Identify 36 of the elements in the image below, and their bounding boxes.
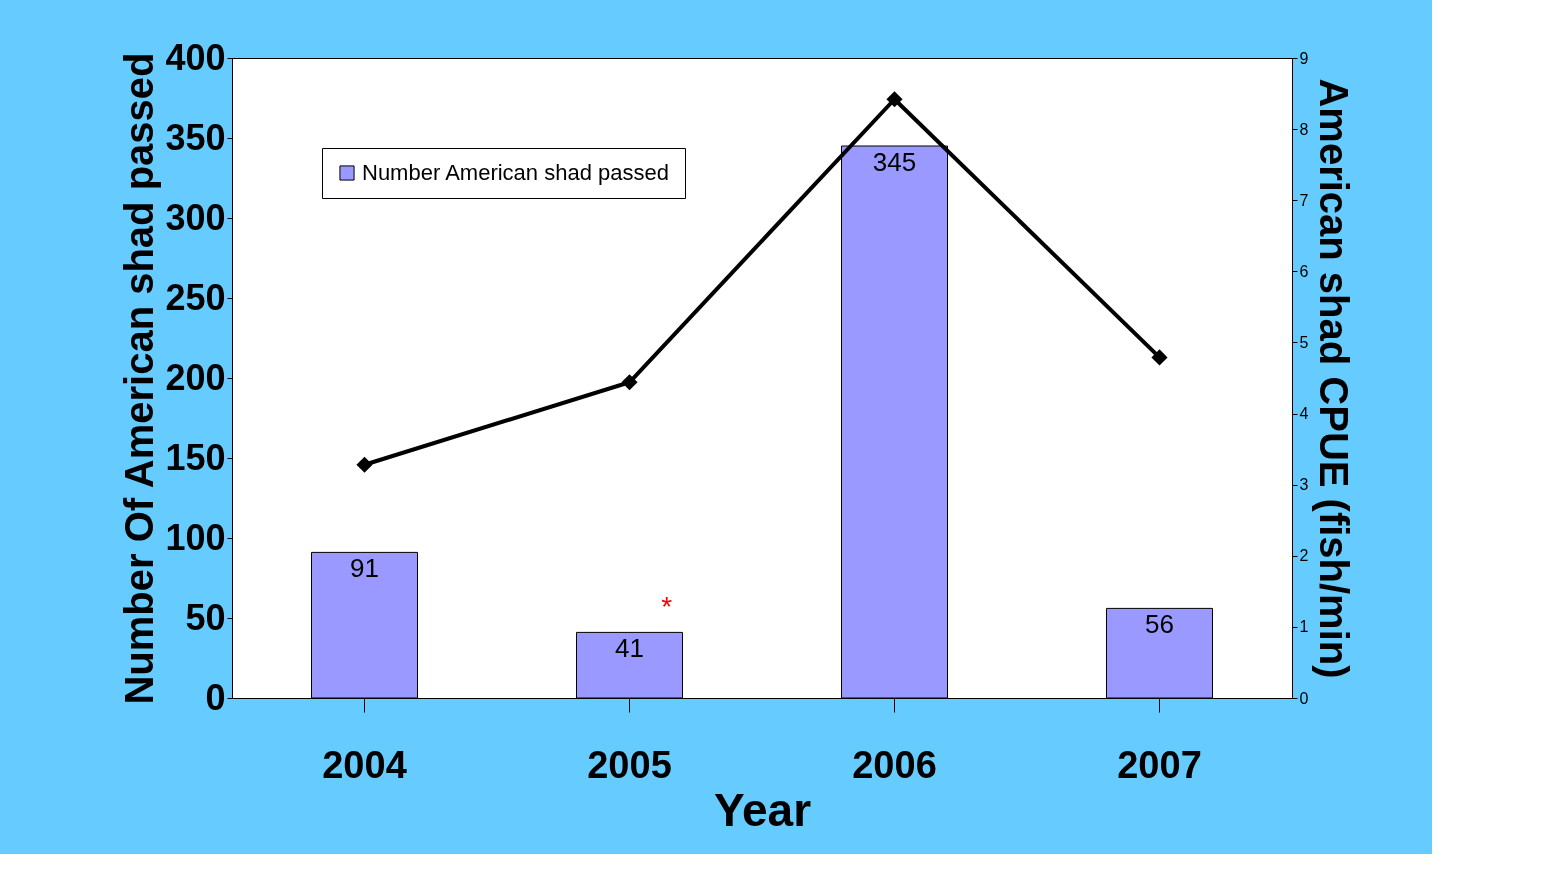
x-axis-title: Year xyxy=(713,783,812,836)
y-tick-label: 300 xyxy=(165,196,226,238)
data-label: 41 xyxy=(615,633,644,664)
y-tick-label: 250 xyxy=(165,276,226,318)
annotation: * xyxy=(661,591,673,623)
y-tick-label: 400 xyxy=(165,36,226,78)
y2-tick-label: 6 xyxy=(1299,262,1309,280)
data-label: 56 xyxy=(1145,609,1174,640)
x-tick-label: 2004 xyxy=(322,743,407,786)
data-label: 91 xyxy=(350,553,379,584)
y-tick-label: 100 xyxy=(165,516,226,558)
x-tick-label: 2006 xyxy=(852,743,937,786)
y-tick-label: 150 xyxy=(165,436,226,478)
y2-tick-label: 2 xyxy=(1299,547,1309,565)
point xyxy=(356,456,373,473)
x-tick-label: 2005 xyxy=(587,743,672,786)
point xyxy=(886,91,903,108)
point xyxy=(1151,349,1168,366)
y-axis-title: Number Of American shad passed xyxy=(117,52,162,705)
y2-tick-label: 8 xyxy=(1299,120,1309,138)
legend-label: Number American shad passed xyxy=(362,160,669,185)
y2-tick-label: 7 xyxy=(1299,191,1309,209)
y-tick-label: 200 xyxy=(165,356,226,398)
point xyxy=(621,374,638,391)
y2-tick-label: 5 xyxy=(1299,333,1309,351)
y2-tick-label: 1 xyxy=(1299,618,1309,636)
y2-tick-label: 9 xyxy=(1299,49,1309,67)
y2-axis-title: American shad CPUE (fish/min) xyxy=(1312,78,1357,679)
y-tick-label: 50 xyxy=(185,596,226,638)
y-tick-label: 0 xyxy=(205,676,226,718)
data-label: 345 xyxy=(872,147,917,177)
y2-tick-label: 3 xyxy=(1299,476,1309,494)
x-tick-label: 2007 xyxy=(1117,743,1202,786)
y2-tick-label: 0 xyxy=(1299,689,1309,707)
y-tick-label: 350 xyxy=(165,116,226,158)
y2-tick-label: 4 xyxy=(1299,405,1309,423)
